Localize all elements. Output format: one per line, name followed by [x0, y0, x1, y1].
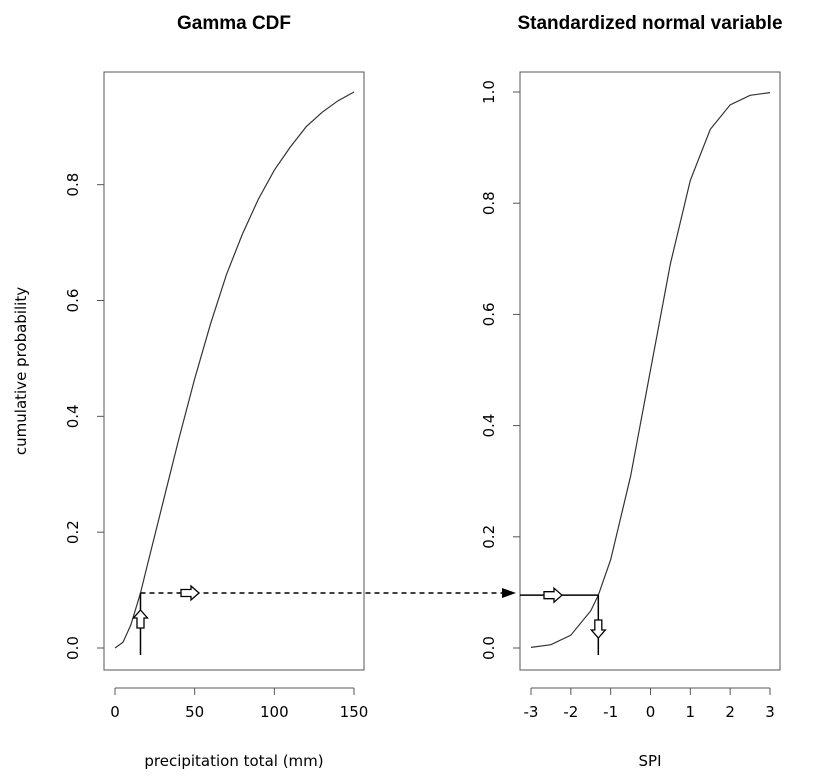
left-x-tick-label: 50 [185, 703, 204, 721]
left-y-tick-label: 0.4 [64, 404, 82, 428]
right-y-tick-label: 0.8 [480, 191, 498, 215]
right-x-tick-label: -2 [563, 703, 578, 721]
right-x-axis-label: SPI [639, 752, 662, 770]
left-y-axis-label: cumulative probability [12, 287, 30, 455]
left-chart-title: Gamma CDF [177, 13, 291, 34]
left-y-tick-label: 0.0 [64, 636, 82, 660]
right-x-tick-label: -1 [603, 703, 618, 721]
right-y-tick-label: 1.0 [480, 80, 498, 104]
left-y-tick-label: 0.8 [64, 173, 82, 197]
right-y-tick-label: 0.4 [480, 414, 498, 438]
left-x-tick-label: 100 [260, 703, 289, 721]
right-y-tick-label: 0.0 [480, 636, 498, 660]
left-right-arrow-icon [180, 584, 200, 602]
right-x-tick-label: 1 [686, 703, 696, 721]
left-x-tick-label: 150 [340, 703, 369, 721]
right-x-tick-label: 3 [765, 703, 775, 721]
left-cdf-curve [114, 91, 355, 649]
left-x-tick-label: 0 [110, 703, 120, 721]
left-y-tick-label: 0.6 [64, 289, 82, 313]
right-right-arrow-icon [543, 586, 563, 604]
right-x-tick-label: -3 [524, 703, 539, 721]
right-chart-title: Standardized normal variable [517, 13, 782, 34]
right-down-arrow-icon [589, 619, 607, 639]
right-x-tick-label: 0 [646, 703, 656, 721]
dashed-transfer-arrowhead-icon [502, 587, 516, 598]
left-y-tick-label: 0.2 [64, 520, 82, 544]
right-cdf-curve [530, 92, 771, 648]
right-y-tick-label: 0.6 [480, 302, 498, 326]
left-x-axis-label: precipitation total (mm) [144, 752, 323, 770]
left-up-arrow-icon [132, 609, 149, 629]
right-x-tick-label: 2 [725, 703, 735, 721]
right-y-tick-label: 0.2 [480, 525, 498, 549]
